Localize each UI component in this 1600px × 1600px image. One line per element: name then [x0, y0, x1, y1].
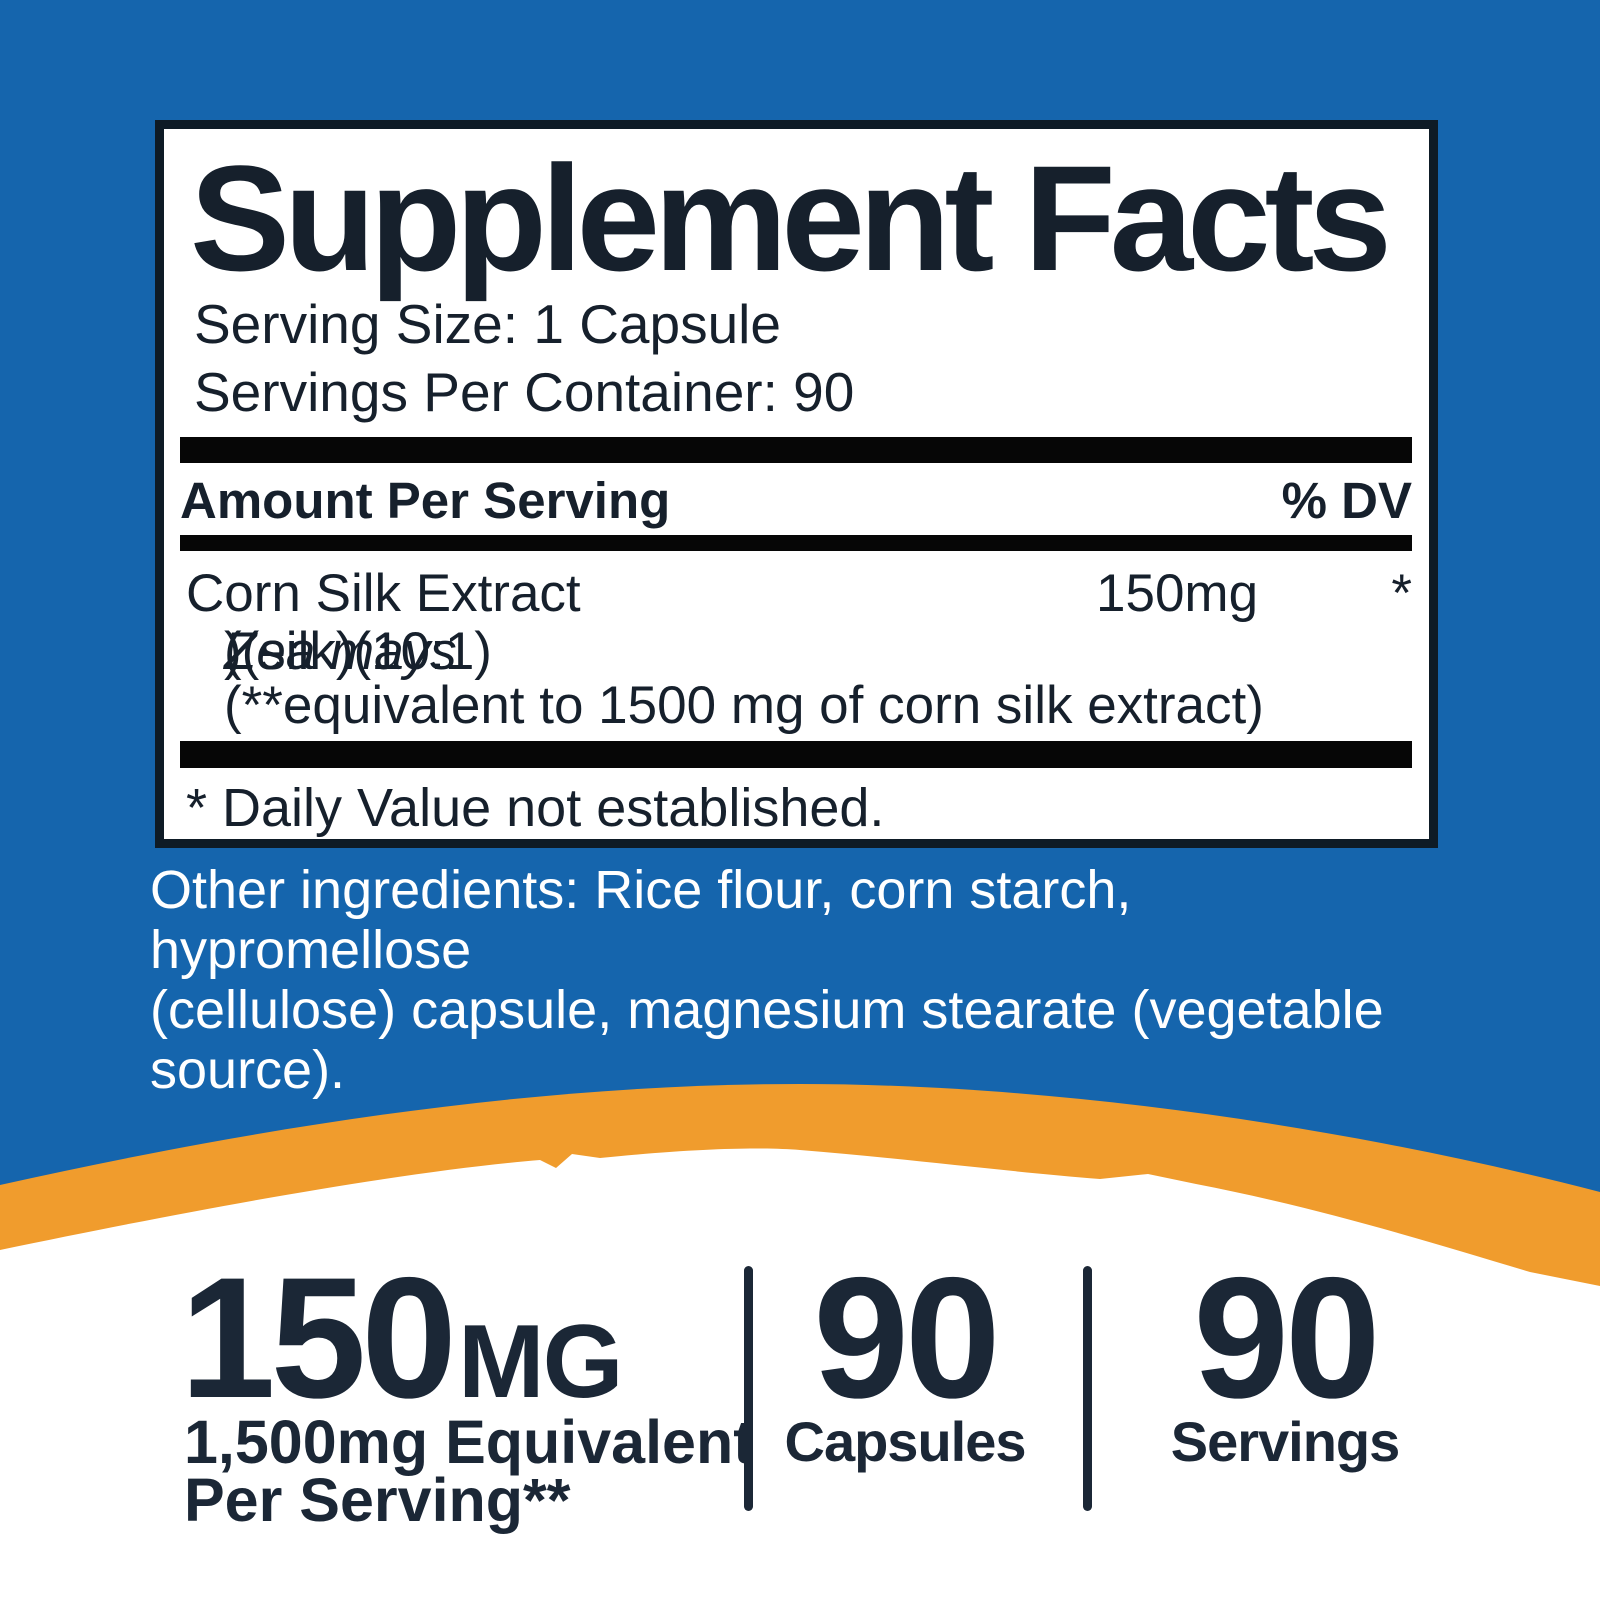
dosage-value-row: 150 MG: [180, 1242, 624, 1434]
other-ingredients-text: Other ingredients: Rice flour, corn star…: [150, 860, 1450, 1100]
dosage-value: 150: [180, 1242, 457, 1434]
dosage-caption-line-2: Per Serving**: [184, 1466, 571, 1534]
other-ingredients-line-2: (cellulose) capsule, magnesium stearate …: [150, 980, 1384, 1100]
ingredient-name: Corn Silk Extract: [186, 564, 581, 623]
amount-per-serving-header: Amount Per Serving: [180, 472, 671, 529]
divider-bar-thick-bottom: [180, 741, 1412, 768]
serving-size-text: Serving Size: 1 Capsule: [194, 293, 781, 355]
wave-white-area: [0, 1148, 1600, 1600]
ingredient-amount: 150mg: [1096, 564, 1259, 623]
percent-dv-header: % DV: [1281, 472, 1412, 529]
detail-suffix: )(silk)(10:1): [224, 622, 492, 681]
divider-bar-thick-top: [180, 437, 1412, 463]
other-ingredients-line-1: Other ingredients: Rice flour, corn star…: [150, 860, 1132, 980]
orange-wave-graphic: [0, 1084, 1600, 1600]
dosage-unit: MG: [457, 1304, 624, 1420]
dosage-caption-line-1: 1,500mg Equivalent: [184, 1408, 754, 1476]
ingredient-dv-asterisk: *: [1391, 564, 1412, 623]
detail-latin-name: Zea mays: [224, 622, 457, 681]
servings-count: 90: [1193, 1242, 1380, 1434]
daily-value-footnote: * Daily Value not established.: [186, 778, 885, 838]
servings-per-container-text: Servings Per Container: 90: [194, 361, 855, 423]
ingredient-equivalence-note: (**equivalent to 1500 mg of corn silk ex…: [224, 676, 1264, 735]
capsules-label: Capsules: [784, 1410, 1027, 1473]
supplement-facts-title: Supplement Facts: [190, 134, 1392, 302]
detail-prefix: (: [224, 622, 242, 681]
divider-bar-thin: [180, 535, 1412, 551]
stats-divider-1: [744, 1266, 753, 1511]
capsules-count: 90: [813, 1242, 1000, 1434]
servings-label: Servings: [1170, 1410, 1401, 1473]
supplement-facts-panel: Supplement Facts Serving Size: 1 Capsule…: [155, 120, 1438, 848]
stats-divider-2: [1083, 1266, 1092, 1511]
column-header-row: Amount Per Serving % DV: [180, 475, 1412, 526]
